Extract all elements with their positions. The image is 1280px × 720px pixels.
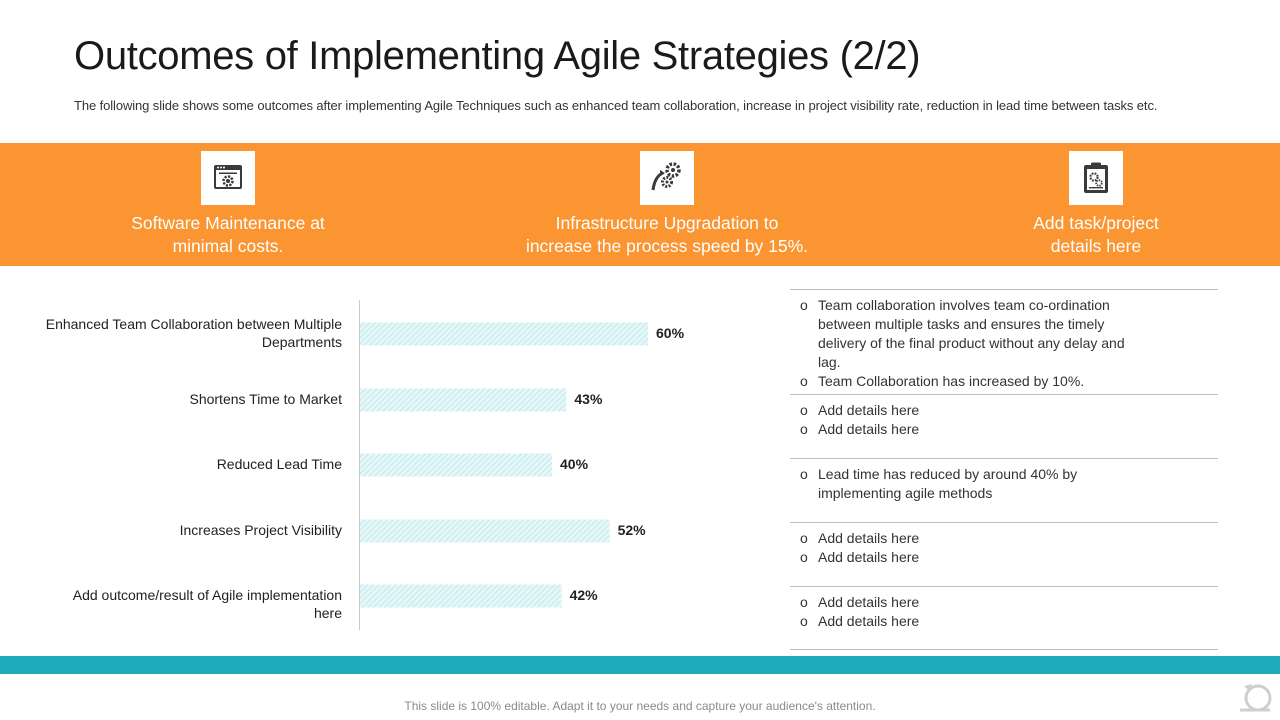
value-label: 52% [617, 522, 646, 538]
bullet-marker: o [800, 421, 808, 437]
bar-4 [360, 584, 562, 608]
bullet-text: Lead time has reduced by around 40% by i… [818, 466, 1078, 501]
feature-icon-box [640, 151, 694, 205]
value-label: 42% [569, 587, 598, 603]
outcomes-bar-chart: Enhanced Team Collaboration between Mult… [0, 290, 760, 635]
bullet-text: Team collaboration involves team co-ordi… [818, 297, 1125, 370]
category-label: Enhanced Team Collaboration between Mult… [45, 316, 342, 350]
detail-bullet: o Lead time has reduced by around 40% by … [800, 465, 1218, 503]
bullet-text: Add details here [818, 402, 920, 418]
category-label: Increases Project Visibility [179, 522, 342, 538]
category-label: Add outcome/result of Agile implementati… [72, 587, 342, 621]
category-label: Reduced Lead Time [216, 456, 342, 472]
bullet-text: Add details here [818, 613, 920, 629]
cycle-logo-icon [1240, 684, 1272, 712]
feature-text: Add task/project details here [1033, 213, 1159, 256]
detail-row: o Add details here o Add details here [790, 394, 1218, 458]
category-label: Shortens Time to Market [189, 391, 342, 407]
detail-bullet: o Team Collaboration has increased by 10%… [800, 372, 1218, 391]
feature-add-task: Add task/project details here [926, 151, 1266, 258]
bullet-marker: o [800, 530, 808, 546]
feature-icon-box [201, 151, 255, 205]
bullet-marker: o [800, 402, 808, 418]
details-list: o Team collaboration involves team co-ord… [790, 289, 1218, 650]
detail-bullet: o Add details here [800, 529, 1218, 548]
feature-text: Infrastructure Upgradation to increase t… [525, 213, 809, 256]
slide-title: Outcomes of Implementing Agile Strategie… [74, 34, 921, 78]
bullet-text: Team Collaboration has increased by 10%. [818, 373, 1085, 389]
detail-row: o Add details here o Add details here [790, 522, 1218, 586]
value-label: 40% [560, 456, 589, 472]
clipboard-gear-icon [1084, 162, 1108, 193]
features-band: Software Maintenance at minimal costs. I… [0, 143, 1280, 266]
bar-1 [360, 388, 567, 412]
value-label: 60% [656, 325, 685, 341]
feature-icon-box [1069, 151, 1123, 205]
feature-infrastructure: Infrastructure Upgradation to increase t… [497, 151, 837, 258]
bullet-text: Add details here [818, 530, 920, 546]
bullet-marker: o [800, 373, 808, 389]
detail-row: o Team collaboration involves team co-ord… [790, 289, 1218, 394]
gears-cycle-icon [651, 162, 681, 191]
footer-note: This slide is 100% editable. Adapt it to… [404, 699, 876, 713]
slide-subtitle: The following slide shows some outcomes … [74, 98, 1158, 113]
bullet-marker: o [800, 613, 808, 629]
bullet-marker: o [800, 466, 808, 482]
chart-canvas [359, 300, 648, 630]
value-label: 43% [574, 391, 603, 407]
detail-bullet: o Add details here [800, 548, 1218, 567]
feature-software-maintenance: Software Maintenance at minimal costs. [58, 151, 398, 258]
detail-row: o Add details here o Add details here [790, 586, 1218, 650]
detail-bullet: o Add details here [800, 593, 1218, 612]
bullet-marker: o [800, 594, 808, 610]
bullet-text: Add details here [818, 594, 920, 610]
bullet-text: Add details here [818, 549, 920, 565]
detail-bullet: o Add details here [800, 401, 1218, 420]
bar-2 [360, 453, 552, 477]
detail-bullet: o Add details here [800, 420, 1218, 439]
bullet-marker: o [800, 549, 808, 565]
bottom-color-strip [0, 656, 1280, 674]
detail-row: o Lead time has reduced by around 40% by … [790, 458, 1218, 522]
browser-gear-icon [214, 165, 242, 189]
detail-bullet: o Team collaboration involves team co-ord… [800, 296, 1218, 372]
bullet-text: Add details here [818, 421, 920, 437]
detail-bullet: o Add details here [800, 612, 1218, 631]
feature-text: Software Maintenance at minimal costs. [131, 213, 325, 256]
bar-3 [360, 519, 610, 543]
bullet-marker: o [800, 297, 808, 313]
bar-0 [360, 322, 648, 346]
